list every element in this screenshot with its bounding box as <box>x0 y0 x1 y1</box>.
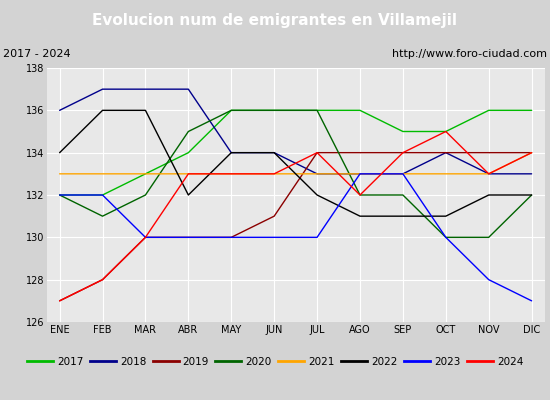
Text: 2017 - 2024: 2017 - 2024 <box>3 49 70 59</box>
Text: http://www.foro-ciudad.com: http://www.foro-ciudad.com <box>392 49 547 59</box>
Legend: 2017, 2018, 2019, 2020, 2021, 2022, 2023, 2024: 2017, 2018, 2019, 2020, 2021, 2022, 2023… <box>23 353 527 371</box>
Text: Evolucion num de emigrantes en Villamejil: Evolucion num de emigrantes en Villameji… <box>92 14 458 28</box>
